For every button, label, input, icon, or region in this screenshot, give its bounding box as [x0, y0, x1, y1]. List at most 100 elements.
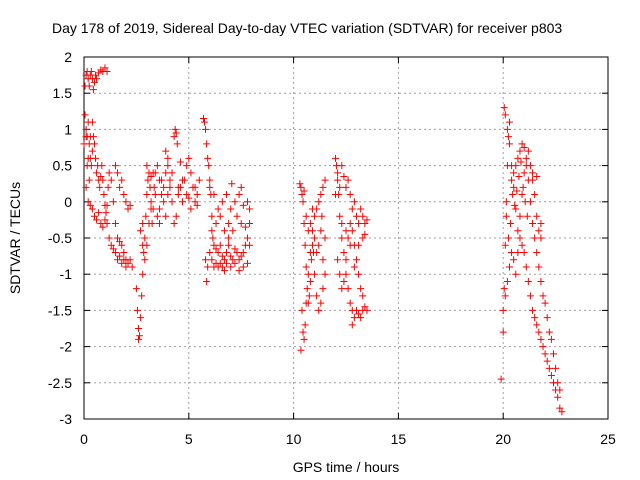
- data-point: [516, 212, 524, 220]
- data-point: [114, 169, 122, 177]
- data-point: [342, 256, 350, 264]
- data-point: [90, 78, 98, 86]
- data-point: [344, 234, 352, 242]
- data-point: [507, 220, 515, 228]
- data-point: [223, 259, 231, 267]
- data-point: [246, 220, 254, 228]
- data-point: [120, 248, 128, 256]
- data-point: [533, 321, 541, 329]
- data-point: [503, 125, 511, 133]
- data-point: [533, 212, 541, 220]
- data-point: [183, 191, 191, 199]
- data-point: [155, 205, 163, 213]
- data-point: [520, 169, 528, 177]
- data-point: [340, 248, 348, 256]
- data-point: [173, 140, 181, 148]
- data-point: [205, 162, 213, 170]
- y-tick-label: 2: [64, 49, 72, 65]
- data-point: [529, 306, 537, 314]
- data-point: [235, 256, 243, 264]
- data-point: [218, 252, 226, 260]
- data-point: [103, 201, 111, 209]
- data-point: [88, 205, 96, 213]
- data-point: [231, 245, 239, 253]
- data-point: [103, 67, 111, 75]
- data-point: [513, 187, 521, 195]
- data-point: [170, 133, 178, 141]
- data-point: [176, 158, 184, 166]
- data-point: [499, 328, 507, 336]
- data-point: [216, 259, 224, 267]
- data-point: [308, 241, 316, 249]
- data-point: [363, 306, 371, 314]
- data-point: [302, 212, 310, 220]
- data-point: [510, 169, 518, 177]
- data-point: [228, 180, 236, 188]
- data-point: [545, 328, 553, 336]
- data-point: [514, 154, 522, 162]
- data-point: [225, 241, 233, 249]
- y-tick-label: 0.5: [53, 158, 73, 174]
- data-point: [171, 125, 179, 133]
- data-point: [352, 212, 360, 220]
- data-point: [201, 118, 209, 126]
- data-point: [85, 176, 93, 184]
- data-point: [143, 241, 151, 249]
- data-point: [101, 216, 109, 224]
- data-point: [547, 335, 555, 343]
- data-point: [114, 234, 122, 242]
- x-tick-label: 20: [495, 431, 511, 447]
- data-point: [319, 256, 327, 264]
- data-point: [301, 321, 309, 329]
- data-point: [158, 176, 166, 184]
- data-point: [246, 205, 254, 213]
- data-point: [203, 277, 211, 285]
- data-point: [518, 241, 526, 249]
- data-point: [202, 256, 210, 264]
- data-point: [103, 220, 111, 228]
- y-tick-label: -2.5: [48, 375, 72, 391]
- data-point: [537, 220, 545, 228]
- data-point: [139, 220, 147, 228]
- data-point: [179, 176, 187, 184]
- data-point: [246, 241, 254, 249]
- data-point: [543, 314, 551, 322]
- data-point: [187, 169, 195, 177]
- data-point: [350, 198, 358, 206]
- data-point: [116, 183, 124, 191]
- data-point: [241, 223, 249, 231]
- data-point: [237, 220, 245, 228]
- data-point: [204, 263, 212, 271]
- data-point: [502, 212, 510, 220]
- data-point: [208, 227, 216, 235]
- data-point: [359, 212, 367, 220]
- data-point: [518, 140, 526, 148]
- data-point: [556, 386, 564, 394]
- data-point: [355, 241, 363, 249]
- data-point: [533, 172, 541, 180]
- data-point: [145, 220, 153, 228]
- data-point: [233, 212, 241, 220]
- data-point: [105, 234, 113, 242]
- data-point: [223, 191, 231, 199]
- data-point: [297, 346, 305, 354]
- data-point: [510, 256, 518, 264]
- plot-frame: [83, 56, 609, 420]
- data-point: [147, 198, 155, 206]
- data-point: [531, 191, 539, 199]
- y-tick-label: -1: [60, 266, 73, 282]
- data-point: [321, 176, 329, 184]
- data-points: [80, 64, 566, 416]
- data-point: [107, 176, 115, 184]
- data-point: [298, 191, 306, 199]
- data-point: [118, 176, 126, 184]
- data-point: [87, 67, 95, 75]
- data-point: [231, 198, 239, 206]
- data-point: [160, 183, 168, 191]
- data-point: [90, 140, 98, 148]
- data-point: [84, 154, 92, 162]
- x-tick-label: 25: [600, 431, 616, 447]
- y-tick-label: 1.5: [53, 85, 73, 101]
- data-point: [504, 234, 512, 242]
- data-point: [206, 183, 214, 191]
